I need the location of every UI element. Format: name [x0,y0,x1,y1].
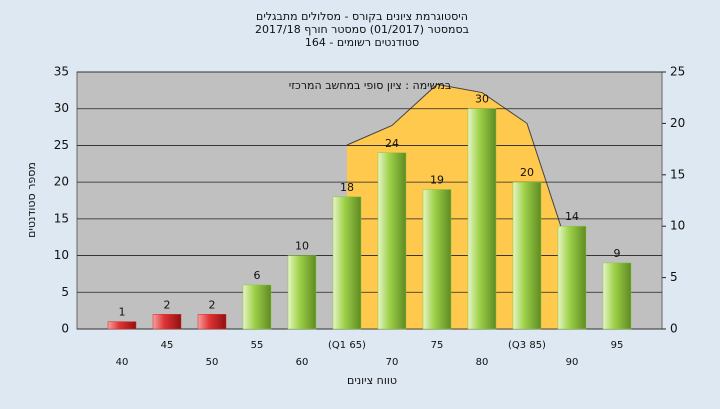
bar [557,225,587,330]
y-tick-label: 20 [54,175,69,189]
y2-tick-label: 15 [670,167,685,181]
y-tick-label: 10 [54,248,69,262]
y-tick-label: 30 [54,101,69,115]
bar [332,196,362,330]
data-label: 1 [119,306,126,319]
chart-subtitle: בסמסטר (01/2017) סמסטר חורף 2017/18 [255,23,469,36]
x-tick-label: 70 [386,357,399,368]
bar [242,284,272,330]
data-label: 18 [340,181,354,194]
x-tick-label: 75 [431,340,444,351]
y-tick-label: 35 [54,65,69,79]
bar [197,314,227,330]
bar [512,181,542,330]
data-label: 24 [385,137,399,150]
data-label: 14 [565,210,579,223]
y2-tick-label: 5 [670,270,678,284]
y-tick-label: 15 [54,211,69,225]
data-label: 2 [164,298,171,311]
x-tick-label: 45 [161,340,174,351]
x-tick-label: 90 [566,357,579,368]
x-tick-label: 50 [206,357,219,368]
bar [107,321,137,330]
y-tick-label: 5 [61,285,69,299]
x-tick-label: 55 [251,340,264,351]
y2-tick-label: 20 [670,116,685,130]
x-tick-label: 60 [296,357,309,368]
chart-title: היסטוגרמת ציונים בקורס - מסלולים מתבגלים [256,10,468,23]
chart-subtitle: סטודנטים רשומים - 164 [305,36,419,49]
x-axis-title: טווח ציונים [347,374,397,387]
data-label: 9 [614,247,621,260]
bar [602,262,632,330]
x-tick-label: 95 [611,340,624,351]
x-tick-label: 40 [116,357,129,368]
annotation: במשימה : ציון סופי במחשב המרכזי [289,79,452,92]
data-label: 30 [475,93,489,106]
bar [467,108,497,330]
data-label: 10 [295,240,309,253]
x-tick-label: 80 [476,357,489,368]
bar [422,189,452,330]
y-axis-title: מספר סטודנטים [25,162,38,238]
data-label: 19 [430,173,444,186]
data-label: 2 [209,298,216,311]
area-line [346,83,573,261]
y2-tick-label: 0 [670,322,678,336]
bar [152,314,182,330]
y-tick-label: 0 [61,322,69,336]
y2-tick-label: 25 [670,65,685,79]
bar [377,152,407,330]
x-tick-label: (Q1 65) [328,340,366,351]
y2-tick-label: 10 [670,219,685,233]
x-tick-label: (Q3 85) [508,340,546,351]
data-label: 6 [254,269,261,282]
y-tick-label: 25 [54,138,69,152]
bar [287,255,317,330]
data-label: 20 [520,166,534,179]
